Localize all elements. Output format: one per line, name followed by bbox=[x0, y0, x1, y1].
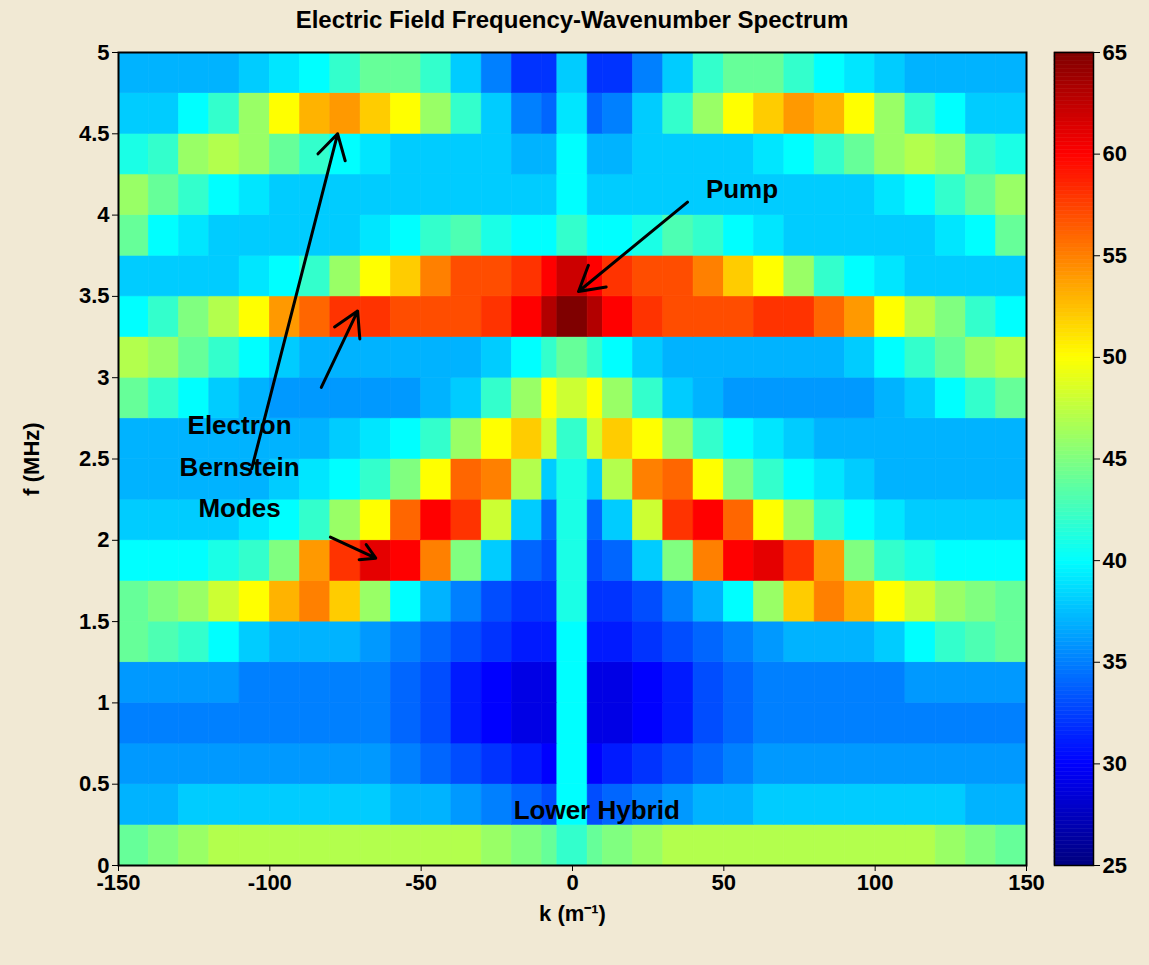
svg-text:60: 60 bbox=[1103, 141, 1127, 166]
svg-text:0.5: 0.5 bbox=[79, 771, 110, 796]
svg-text:Pump: Pump bbox=[706, 174, 778, 204]
svg-text:3.5: 3.5 bbox=[79, 283, 110, 308]
svg-text:k (m⁻¹): k (m⁻¹) bbox=[539, 901, 606, 926]
html-text:Electric Field Frequency-Waven: Electric Field Frequency-Wavenumber Spec… bbox=[295, 6, 849, 33]
svg-text:f (MHz): f (MHz) bbox=[19, 422, 44, 495]
svg-text:100: 100 bbox=[857, 870, 894, 895]
svg-text:50: 50 bbox=[712, 870, 736, 895]
svg-text:55: 55 bbox=[1103, 243, 1127, 268]
svg-text:150: 150 bbox=[1008, 870, 1045, 895]
svg-text:0: 0 bbox=[97, 852, 110, 878]
svg-text:ElectronBernsteinModes: ElectronBernsteinModes bbox=[180, 410, 300, 523]
svg-text:30: 30 bbox=[1103, 751, 1127, 776]
svg-text:35: 35 bbox=[1103, 649, 1127, 674]
svg-text:45: 45 bbox=[1103, 446, 1127, 471]
svg-text:50: 50 bbox=[1103, 344, 1127, 369]
svg-text:40: 40 bbox=[1103, 548, 1127, 573]
svg-text:2: 2 bbox=[97, 527, 109, 552]
svg-text:-100: -100 bbox=[248, 870, 292, 895]
svg-text:4: 4 bbox=[97, 202, 110, 227]
svg-text:2.5: 2.5 bbox=[79, 446, 110, 471]
svg-text:5: 5 bbox=[97, 40, 109, 65]
svg-text:3: 3 bbox=[97, 365, 109, 390]
svg-text:-150: -150 bbox=[96, 870, 140, 895]
svg-text:Lower Hybrid: Lower Hybrid bbox=[514, 795, 680, 825]
svg-text:25: 25 bbox=[1103, 853, 1127, 878]
svg-text:1.5: 1.5 bbox=[79, 609, 110, 634]
svg-text:0: 0 bbox=[566, 870, 578, 895]
svg-text:-50: -50 bbox=[405, 870, 437, 895]
svg-text:4.5: 4.5 bbox=[79, 121, 110, 146]
svg-text:65: 65 bbox=[1103, 40, 1127, 65]
svg-text:1: 1 bbox=[97, 690, 109, 715]
